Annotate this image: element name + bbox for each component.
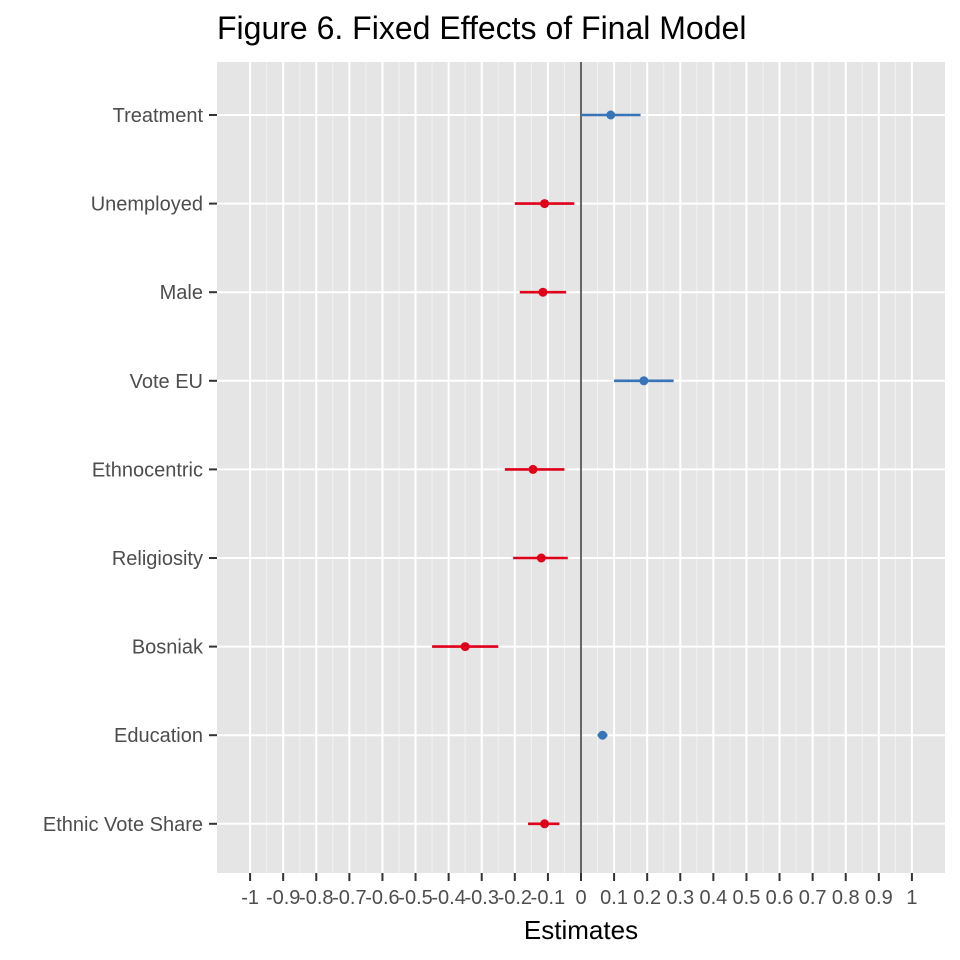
y-tick-label: Unemployed [91,194,203,216]
y-axis: Treatment Unemployed Male Vote EU Ethnocentr… [43,105,217,836]
x-tick-label: -0.3 [464,887,498,909]
estimate-treatment [581,110,641,120]
x-tick-label: 0 [575,887,586,909]
x-tick-label: 0.3 [666,887,694,909]
point-estimate [536,553,546,563]
point-estimate [606,110,616,120]
x-axis-title: Estimates [524,915,638,945]
x-tick-label: 0.7 [799,887,827,909]
x-tick-label: -1 [241,887,259,909]
x-tick-label: -0.1 [531,887,565,909]
point-estimate [538,287,548,297]
x-tick-label: -0.7 [332,887,366,909]
point-estimate [639,376,649,386]
estimate-male [519,287,567,297]
estimate-vote-eu [614,376,674,386]
estimate-ethnocentric [504,464,565,474]
point-estimate [460,642,470,652]
x-tick-label: 0.4 [699,887,727,909]
estimate-religiosity [513,553,568,563]
estimate-bosniak [432,642,499,652]
x-tick-label: 0.2 [633,887,661,909]
estimate-education [597,730,608,740]
x-tick-label: 0.1 [600,887,628,909]
point-estimate [598,730,608,740]
estimate-ethnic-vote-share [528,819,560,829]
minor-gridlines [266,62,896,873]
point-estimate [540,199,550,209]
x-tick-label: -0.5 [398,887,432,909]
x-tick-label: -0.6 [365,887,399,909]
x-tick-label: 0.5 [733,887,761,909]
x-tick-label: -0.8 [299,887,333,909]
point-estimate [528,464,538,474]
chart-title: Figure 6. Fixed Effects of Final Model [217,10,746,46]
x-tick-label: 0.9 [865,887,893,909]
x-tick-label: 0.8 [832,887,860,909]
y-tick-label: Vote EU [130,371,203,393]
y-tick-label: Ethnic Vote Share [43,814,203,836]
y-tick-label: Male [160,282,203,304]
x-tick-label: -0.4 [431,887,465,909]
x-axis: -1 -0.9-0.8-0.7-0.6-0.5-0.4-0.3-0.2-0.1 0 0… [241,873,917,909]
y-tick-label: Education [114,725,203,747]
y-tick-label: Bosniak [132,637,204,659]
estimate-marks [432,110,674,829]
x-tick-label: -0.9 [266,887,300,909]
y-tick-label: Religiosity [112,548,203,570]
x-tick-label: 1 [906,887,917,909]
estimate-unemployed [514,199,575,209]
y-tick-label: Ethnocentric [92,459,203,481]
y-tick-label: Treatment [113,105,204,127]
x-tick-label: -0.2 [498,887,532,909]
x-tick-label: 0.6 [766,887,794,909]
point-estimate [540,819,550,829]
